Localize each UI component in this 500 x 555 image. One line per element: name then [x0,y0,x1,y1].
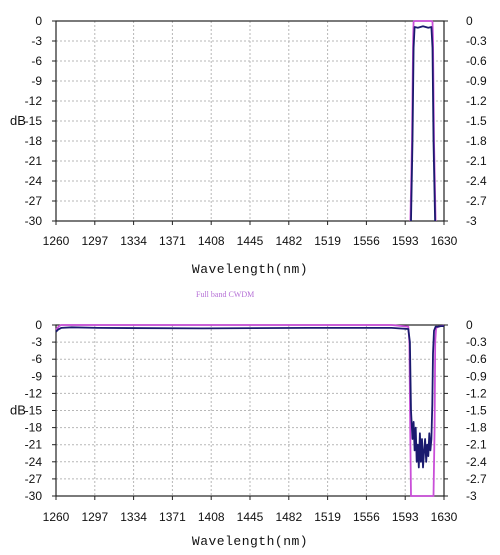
y-axis-label: dB [10,403,26,418]
x-tick-label: 1408 [198,234,225,248]
x-tick-label: 1556 [353,234,380,248]
y-tick-label: -27 [25,472,43,486]
y-tick-label: -9 [31,369,42,383]
y2-tick-label: -1.8 [466,421,487,435]
y-tick-label: -6 [31,352,42,366]
y-tick-label: -24 [25,174,43,188]
y2-tick-label: -2.1 [466,438,487,452]
y-tick-label: -21 [25,154,43,168]
y-tick-label: -12 [25,386,43,400]
y2-tick-label: -1.5 [466,114,487,128]
y2-tick-label: -2.7 [466,194,487,208]
x-tick-label: 1593 [392,510,419,524]
x-tick-label: 1371 [159,234,186,248]
y2-tick-label: -0.9 [466,74,487,88]
y-tick-label: -3 [31,34,42,48]
x-tick-label: 1519 [314,234,341,248]
x-tick-label: 1334 [120,510,147,524]
y-tick-label: -15 [25,404,43,418]
y2-tick-label: -0.6 [466,54,487,68]
x-tick-label: 1445 [237,234,264,248]
y2-tick-label: -2.1 [466,154,487,168]
y2-tick-label: -0.3 [466,335,487,349]
x-tick-label: 1371 [159,510,186,524]
x-tick-label: 1482 [275,234,302,248]
y-tick-label: 0 [35,318,42,332]
y-tick-label: -15 [25,114,43,128]
x-tick-label: 1408 [198,510,225,524]
x-tick-label: 1260 [43,234,70,248]
x-tick-label: 1556 [353,510,380,524]
y-axis-label: dB [10,113,26,128]
y2-tick-label: 0 [466,318,473,332]
y2-tick-label: -0.3 [466,34,487,48]
y-tick-label: -18 [25,134,43,148]
top-chart-panel: 0 -3 -6 -9 -12 -15 -18 -21 -24 -27 -30 0 -0.3 -0.6 -0.… [10,14,487,277]
y2-tick-label: -1.8 [466,134,487,148]
y2-tick-label: -1.5 [466,404,487,418]
x-tick-label: 1630 [431,234,458,248]
x-tick-label: 1519 [314,510,341,524]
y2-tick-label: -1.2 [466,94,487,108]
y2-tick-label: -0.6 [466,352,487,366]
y-tick-label: -9 [31,74,42,88]
series-line-1 [410,25,436,222]
y-tick-label: -30 [25,214,43,228]
y2-tick-label: -3 [466,214,477,228]
y-tick-label: -12 [25,94,43,108]
y-tick-label: -30 [25,489,43,503]
x-tick-label: 1593 [392,234,419,248]
x-tick-label: 1260 [43,510,70,524]
x-tick-label: 1445 [237,510,264,524]
bottom-chart-panel: 0 -3 -6 -9 -12 -15 -18 -21 -24 -27 -30 0 -0.3 -0.6 -0.… [10,318,487,549]
y2-tick-label: -2.7 [466,472,487,486]
y2-tick-label: -2.4 [466,174,487,188]
x-axis-label: Wavelength(nm) [192,262,308,277]
legend-label: Full band CWDM [196,290,254,299]
x-axis-label: Wavelength(nm) [192,534,308,549]
y-tick-label: -18 [25,421,43,435]
y-tick-label: -6 [31,54,42,68]
y-tick-label: 0 [35,14,42,28]
y2-tick-label: 0 [466,14,473,28]
y2-tick-label: -3 [466,489,477,503]
x-tick-label: 1297 [81,510,108,524]
y2-tick-label: -0.9 [466,369,487,383]
y-tick-label: -24 [25,455,43,469]
x-tick-label: 1334 [120,234,147,248]
x-tick-label: 1297 [81,234,108,248]
x-tick-label: 1482 [275,510,302,524]
x-tick-label: 1630 [431,510,458,524]
y2-tick-label: -2.4 [466,455,487,469]
y-tick-label: -21 [25,438,43,452]
y-tick-label: -27 [25,194,43,208]
y-tick-label: -3 [31,335,42,349]
series-line-1 [55,325,444,469]
y2-tick-label: -1.2 [466,386,487,400]
